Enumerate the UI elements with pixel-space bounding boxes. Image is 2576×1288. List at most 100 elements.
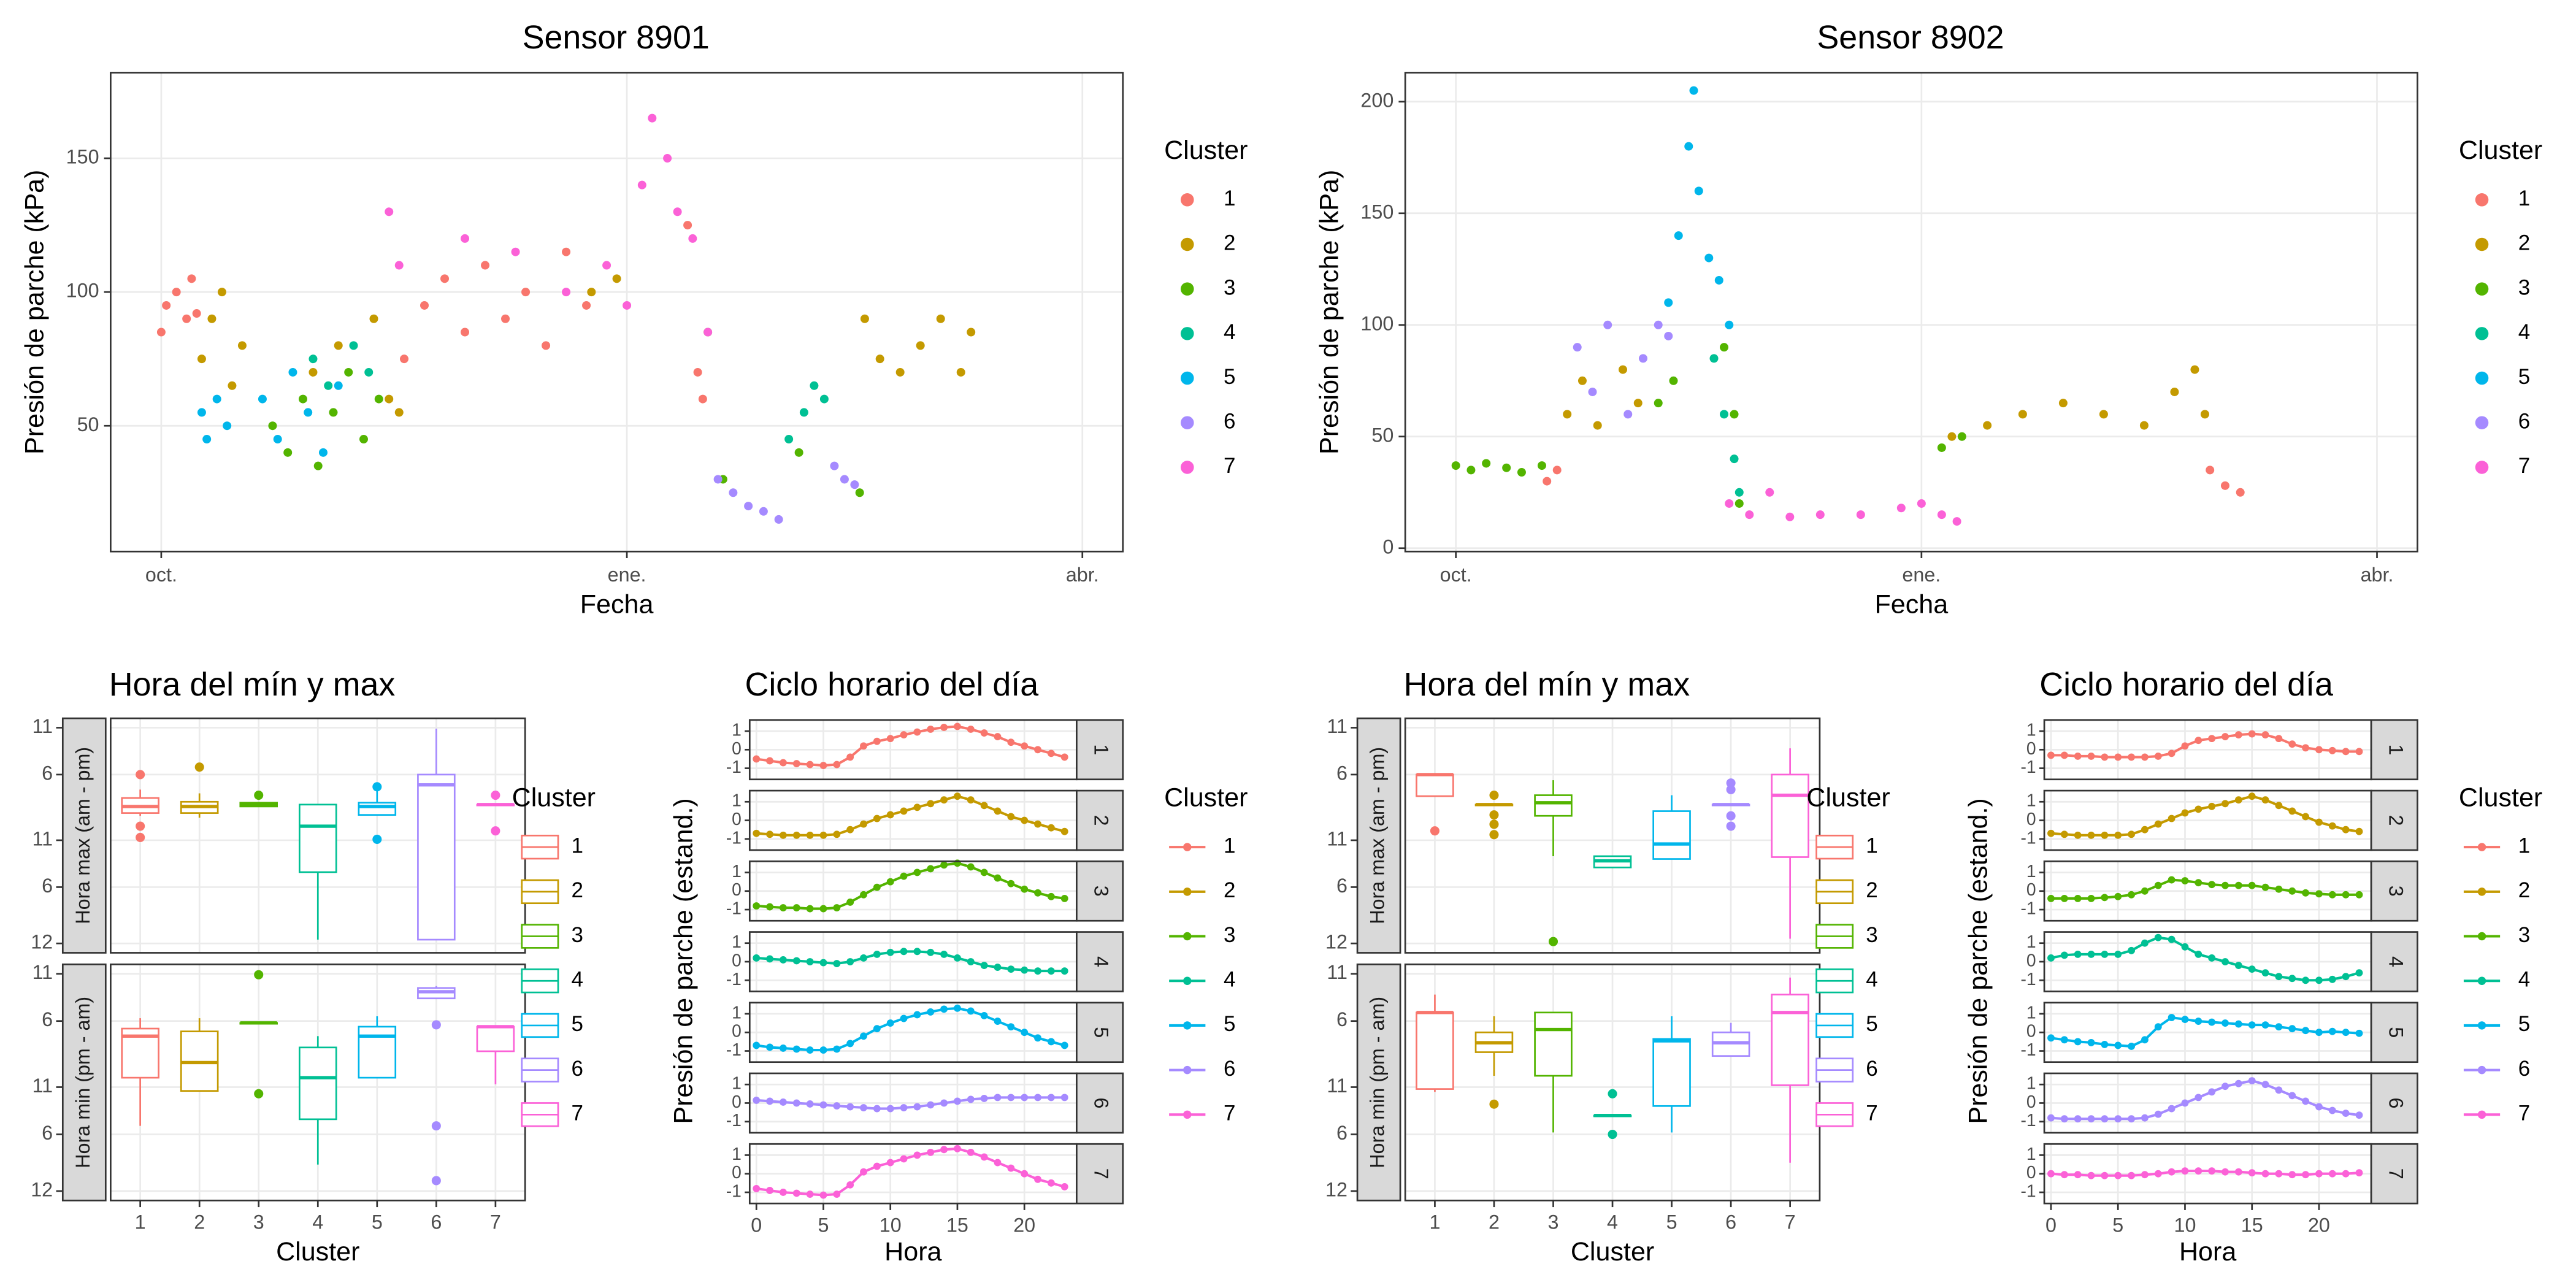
point (2087, 831, 2095, 839)
point (2234, 1020, 2242, 1028)
y-tick-label: -1 (2020, 1040, 2036, 1059)
point (648, 113, 657, 123)
point (2154, 752, 2162, 760)
point (1725, 320, 1734, 329)
legend-label: 7 (2518, 1102, 2530, 1125)
point (860, 820, 867, 828)
point (1060, 1041, 1068, 1049)
point (2181, 1167, 2189, 1175)
box (1652, 810, 1691, 860)
point (1709, 354, 1719, 363)
x-tick-label: 7 (490, 1211, 501, 1233)
point (967, 1148, 975, 1156)
x-tick-label: 4 (1607, 1211, 1618, 1233)
strip (2370, 719, 2418, 781)
strip-label: 2 (2385, 815, 2407, 826)
point (2181, 742, 2189, 750)
point (806, 1100, 814, 1108)
point (637, 180, 646, 190)
strip-label: 4 (1091, 956, 1113, 967)
y-tick-label: 11 (1327, 961, 1347, 983)
point (860, 1168, 867, 1176)
x-tick-label: 6 (431, 1211, 442, 1233)
x-tick-label: 20 (1013, 1214, 1035, 1236)
x-axis-label: Hora (2179, 1237, 2236, 1267)
point (913, 1103, 921, 1111)
point (1745, 510, 1754, 519)
point (994, 874, 1002, 882)
point (2208, 802, 2216, 810)
point (806, 761, 814, 769)
point (2018, 410, 2027, 419)
point (2302, 889, 2310, 897)
strip (61, 717, 107, 954)
point (940, 1005, 948, 1013)
y-tick-label: 11 (33, 1075, 53, 1097)
point (2181, 809, 2189, 817)
point (2261, 1081, 2269, 1089)
y-tick-label: 1 (732, 791, 742, 810)
point (2128, 753, 2136, 761)
point (1725, 499, 1734, 508)
legend-label: 1 (572, 834, 583, 857)
legend-label: 5 (1224, 1012, 1235, 1036)
point (1021, 742, 1029, 750)
point (766, 1097, 774, 1105)
point (967, 1007, 975, 1015)
point (940, 1146, 948, 1154)
point (1917, 499, 1926, 508)
point (753, 755, 761, 763)
legend-swatch (1183, 1110, 1192, 1119)
point (2047, 1170, 2055, 1178)
point (819, 959, 827, 967)
point (2355, 748, 2363, 756)
outlier (431, 1121, 441, 1131)
point (1785, 512, 1795, 521)
point (900, 1155, 908, 1163)
box (1652, 1038, 1691, 1107)
point (1021, 1170, 1029, 1178)
point (833, 904, 841, 911)
point (288, 367, 297, 377)
point (2315, 1103, 2323, 1111)
point (2275, 1086, 2283, 1094)
point (994, 807, 1002, 815)
point (2342, 891, 2350, 899)
point (846, 958, 854, 965)
point (2114, 1041, 2122, 1049)
point (954, 1004, 961, 1012)
point (2261, 1170, 2269, 1178)
legend-label: 3 (1866, 923, 1877, 947)
point (886, 735, 894, 743)
outlier (136, 832, 145, 842)
legend-swatch (2475, 327, 2489, 340)
outlier (1608, 1129, 1617, 1140)
point (2168, 876, 2175, 884)
point (1021, 1029, 1029, 1037)
point (1689, 86, 1698, 95)
y-tick-label: 0 (2026, 1162, 2036, 1182)
x-tick-label: 5 (1666, 1211, 1677, 1233)
x-tick-label: 3 (1548, 1211, 1559, 1233)
point (2275, 802, 2283, 810)
point (1623, 410, 1633, 419)
point (940, 950, 948, 958)
legend-title: Cluster (2459, 136, 2542, 165)
point (2114, 950, 2122, 958)
point (2342, 1029, 2350, 1037)
point (806, 831, 814, 839)
point (900, 731, 908, 738)
point (2128, 891, 2136, 899)
legend-label: 1 (2518, 186, 2530, 210)
point (1060, 967, 1068, 975)
legend-label: 2 (2518, 878, 2530, 902)
point (2261, 883, 2269, 891)
point (2261, 969, 2269, 977)
point (806, 1046, 814, 1054)
legend-swatch (1183, 887, 1192, 896)
panel (110, 72, 1123, 552)
x-axis-label: Hora (884, 1237, 941, 1267)
legend-swatch (2475, 461, 2489, 474)
point (792, 957, 800, 965)
